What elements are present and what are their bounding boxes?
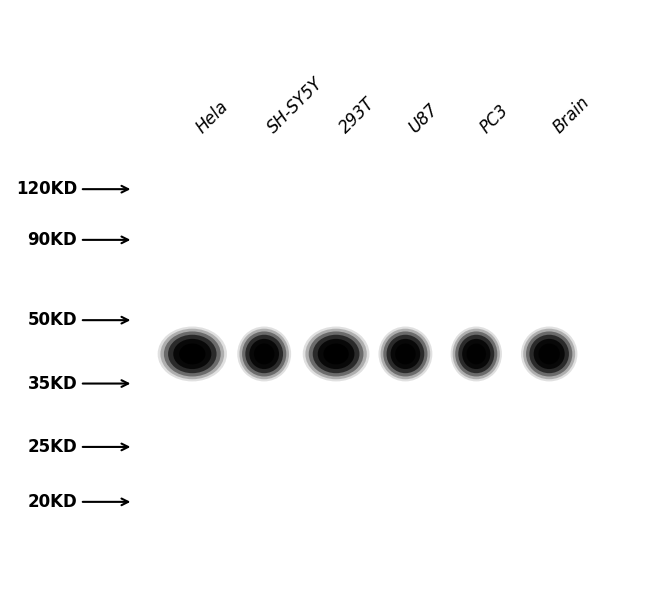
Ellipse shape [523, 329, 575, 379]
Ellipse shape [378, 326, 432, 381]
Ellipse shape [303, 326, 369, 381]
Ellipse shape [534, 339, 565, 369]
Text: 293T: 293T [336, 94, 378, 137]
Text: 50KD: 50KD [28, 311, 77, 329]
Ellipse shape [462, 339, 490, 369]
Ellipse shape [381, 329, 430, 379]
Text: 90KD: 90KD [27, 231, 77, 249]
Ellipse shape [318, 339, 354, 369]
Ellipse shape [254, 343, 274, 365]
Ellipse shape [239, 329, 289, 379]
Text: SH-SY5Y: SH-SY5Y [264, 74, 327, 137]
Ellipse shape [313, 335, 359, 373]
Ellipse shape [179, 343, 205, 365]
Ellipse shape [391, 339, 421, 369]
Ellipse shape [395, 343, 415, 365]
Ellipse shape [538, 343, 560, 365]
Ellipse shape [384, 332, 428, 376]
Ellipse shape [526, 332, 573, 376]
Text: 25KD: 25KD [27, 438, 77, 456]
Ellipse shape [161, 329, 224, 379]
Ellipse shape [158, 326, 227, 381]
Ellipse shape [242, 332, 286, 376]
Ellipse shape [174, 339, 211, 369]
Ellipse shape [324, 343, 349, 365]
Text: Hela: Hela [192, 97, 231, 137]
Text: U87: U87 [406, 100, 442, 137]
Text: Brain: Brain [549, 93, 593, 137]
Ellipse shape [458, 335, 494, 373]
Ellipse shape [452, 329, 500, 379]
Text: PC3: PC3 [476, 101, 512, 137]
Ellipse shape [467, 343, 486, 365]
Ellipse shape [164, 332, 221, 376]
Ellipse shape [245, 335, 283, 373]
Ellipse shape [529, 335, 569, 373]
Ellipse shape [306, 329, 367, 379]
Ellipse shape [521, 326, 577, 381]
Ellipse shape [237, 326, 291, 381]
Text: 120KD: 120KD [16, 180, 77, 198]
Text: 20KD: 20KD [27, 493, 77, 511]
Ellipse shape [455, 332, 497, 376]
Ellipse shape [250, 339, 279, 369]
Ellipse shape [387, 335, 424, 373]
Ellipse shape [450, 326, 502, 381]
Text: 35KD: 35KD [27, 375, 77, 392]
Ellipse shape [168, 335, 216, 373]
Ellipse shape [309, 332, 363, 376]
